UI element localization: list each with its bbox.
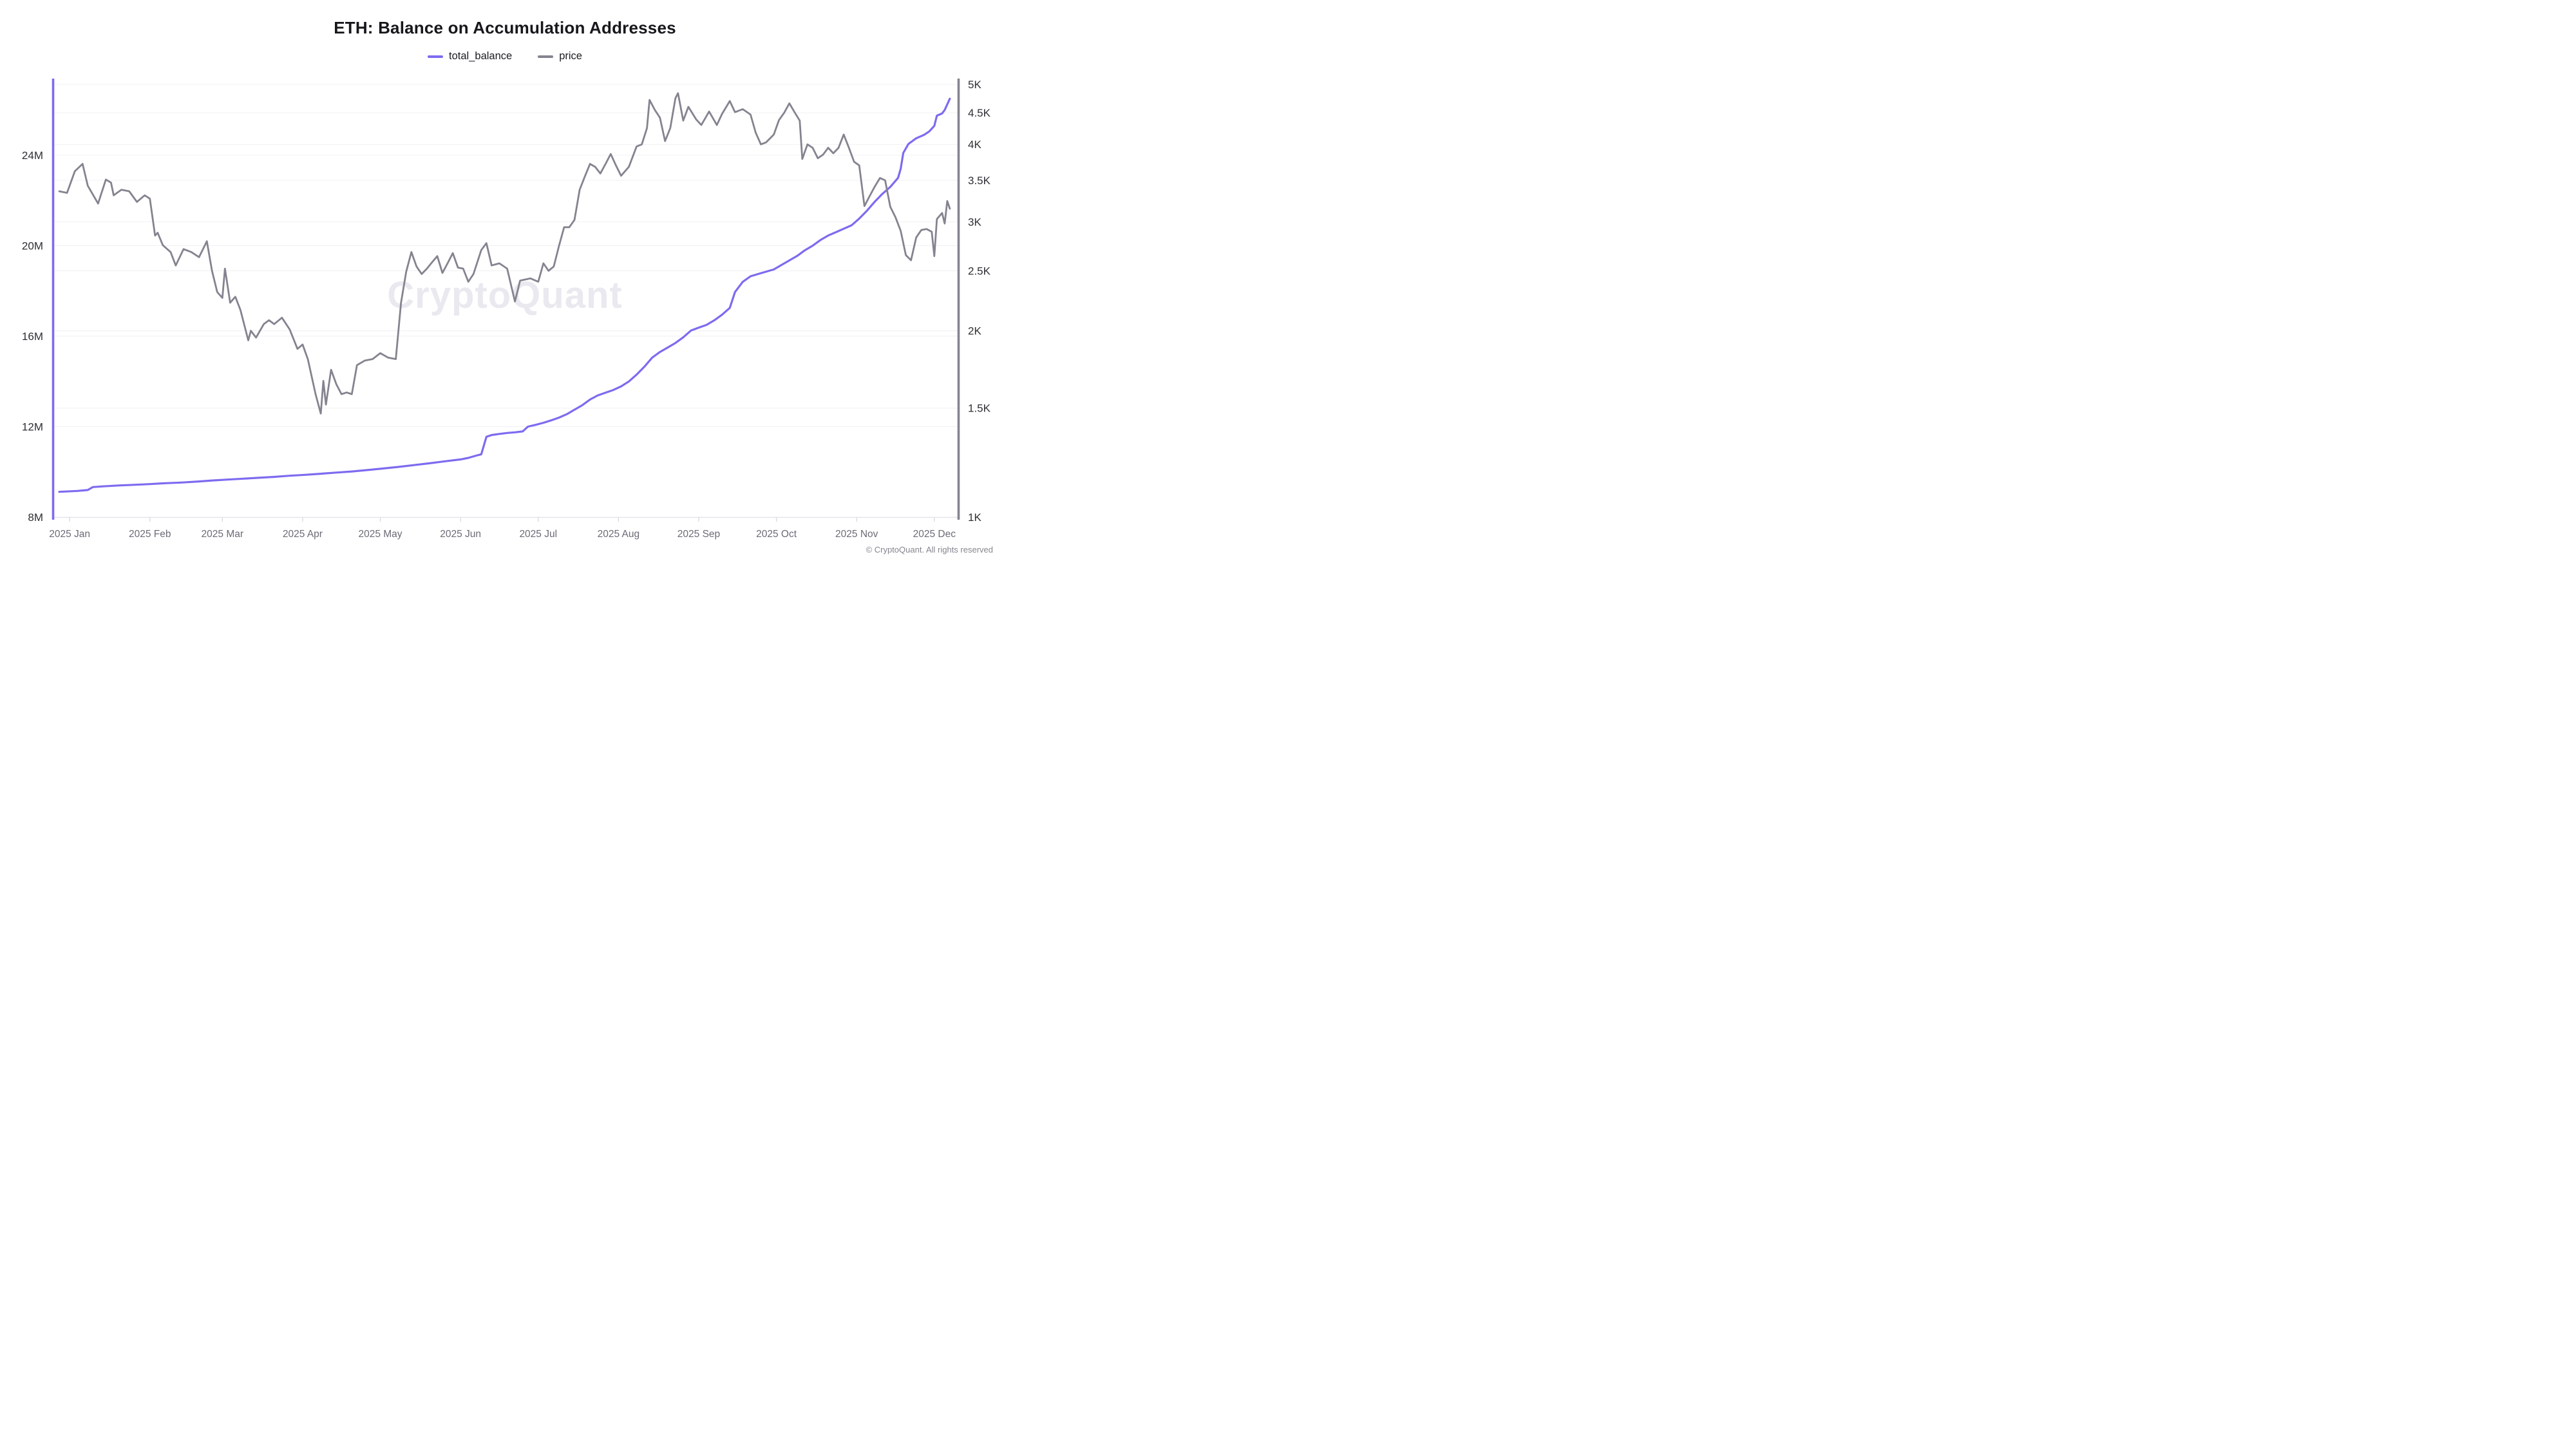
y-axis-right-tick-label: 1K [968,511,981,524]
x-axis-tick-label: 2025 Jan [49,529,90,540]
x-axis-tick-label: 2025 Apr [283,529,323,540]
y-axis-left-tick-label: 8M [28,511,43,524]
x-axis-tick-label: 2025 Sep [677,529,720,540]
legend-item-total-balance[interactable]: total_balance [428,50,512,62]
chart-title: ETH: Balance on Accumulation Addresses [334,18,676,37]
legend-swatch-price [538,55,554,58]
y-axis-right-tick-label: 1.5K [968,402,991,415]
y-axis-right-tick-label: 2K [968,325,981,337]
legend: total_balance price [0,50,1010,62]
x-axis-tick-label: 2025 Oct [756,529,797,540]
y-axis-right-tick-label: 2.5K [968,265,991,277]
x-axis-tick-label: 2025 Feb [129,529,171,540]
y-axis-right-tick-label: 4K [968,138,981,151]
chart-canvas: 2025 Jan 2025 Feb 2025 Mar 2025 Apr 2025 May… [22,79,991,540]
y-axis-right-tick-label: 4.5K [968,107,991,119]
x-axis-tick-label: 2025 Aug [598,529,640,540]
y-axis-left-tick-label: 16M [22,330,43,343]
price-line [58,92,951,415]
x-axis-tick-label: 2025 May [358,529,402,540]
y-axis-left-tick-label: 12M [22,421,43,433]
x-axis-tick-label: 2025 Dec [913,529,956,540]
chart-screen: CryptoQuant 2025 Jan 2025 Feb 2025 Mar 2025… [0,0,1010,568]
copyright-notice: © CryptoQuant. All rights reserved [866,545,993,554]
legend-item-price[interactable]: price [538,50,582,62]
x-axis-tick-label: 2025 Nov [835,529,878,540]
y-axis-right-tick-label: 5K [968,79,981,91]
y-axis-right-tick-label: 3.5K [968,175,991,187]
total-balance-line [58,97,951,493]
y-axis-left-tick-label: 20M [22,240,43,252]
y-axis-left-tick-label: 24M [22,149,43,162]
x-axis-tick-label: 2025 Jun [440,529,481,540]
x-axis-tick-label: 2025 Jul [519,529,557,540]
legend-label-price: price [559,50,582,62]
x-axis-tick-label: 2025 Mar [202,529,243,540]
legend-label-total-balance: total_balance [449,50,513,62]
y-axis-right-tick-label: 3K [968,216,981,228]
legend-swatch-total-balance [428,55,444,58]
